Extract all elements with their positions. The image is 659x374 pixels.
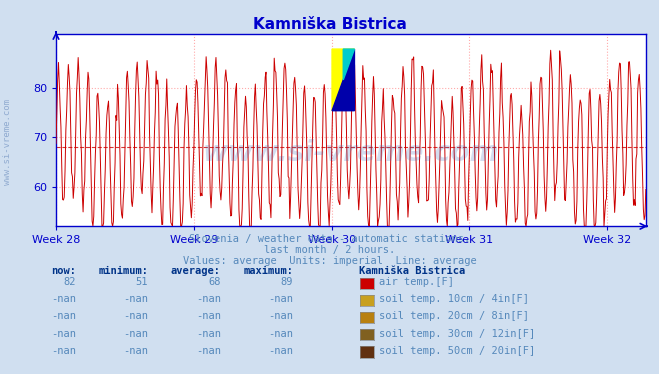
Text: -nan: -nan	[51, 329, 76, 338]
Text: average:: average:	[171, 266, 221, 276]
Text: -nan: -nan	[51, 312, 76, 321]
Text: www.si-vreme.com: www.si-vreme.com	[3, 99, 13, 185]
Text: -nan: -nan	[51, 294, 76, 304]
Text: -nan: -nan	[196, 294, 221, 304]
Text: 89: 89	[281, 277, 293, 287]
Text: -nan: -nan	[268, 346, 293, 356]
Text: soil temp. 50cm / 20in[F]: soil temp. 50cm / 20in[F]	[379, 346, 535, 356]
Text: Slovenia / weather data - automatic stations.: Slovenia / weather data - automatic stat…	[189, 234, 470, 244]
Polygon shape	[332, 49, 355, 111]
Text: minimum:: minimum:	[98, 266, 148, 276]
Text: -nan: -nan	[196, 312, 221, 321]
Text: -nan: -nan	[123, 329, 148, 338]
Text: Kamniška Bistrica: Kamniška Bistrica	[252, 17, 407, 32]
Text: Kamniška Bistrica: Kamniška Bistrica	[359, 266, 465, 276]
Text: 82: 82	[63, 277, 76, 287]
Text: Values: average  Units: imperial  Line: average: Values: average Units: imperial Line: av…	[183, 256, 476, 266]
Text: maximum:: maximum:	[243, 266, 293, 276]
Text: soil temp. 10cm / 4in[F]: soil temp. 10cm / 4in[F]	[379, 294, 529, 304]
Text: soil temp. 20cm / 8in[F]: soil temp. 20cm / 8in[F]	[379, 312, 529, 321]
Text: -nan: -nan	[268, 329, 293, 338]
Text: soil temp. 30cm / 12in[F]: soil temp. 30cm / 12in[F]	[379, 329, 535, 338]
Text: -nan: -nan	[51, 346, 76, 356]
Text: air temp.[F]: air temp.[F]	[379, 277, 454, 287]
Text: -nan: -nan	[196, 329, 221, 338]
Polygon shape	[343, 49, 355, 80]
Text: -nan: -nan	[123, 294, 148, 304]
Text: 68: 68	[208, 277, 221, 287]
Text: -nan: -nan	[123, 312, 148, 321]
Text: -nan: -nan	[268, 312, 293, 321]
Text: -nan: -nan	[196, 346, 221, 356]
Text: now:: now:	[51, 266, 76, 276]
Text: -nan: -nan	[123, 346, 148, 356]
Polygon shape	[332, 49, 355, 111]
Text: -nan: -nan	[268, 294, 293, 304]
Text: www.si-vreme.com: www.si-vreme.com	[203, 139, 499, 167]
Text: 51: 51	[136, 277, 148, 287]
Text: last month / 2 hours.: last month / 2 hours.	[264, 245, 395, 255]
